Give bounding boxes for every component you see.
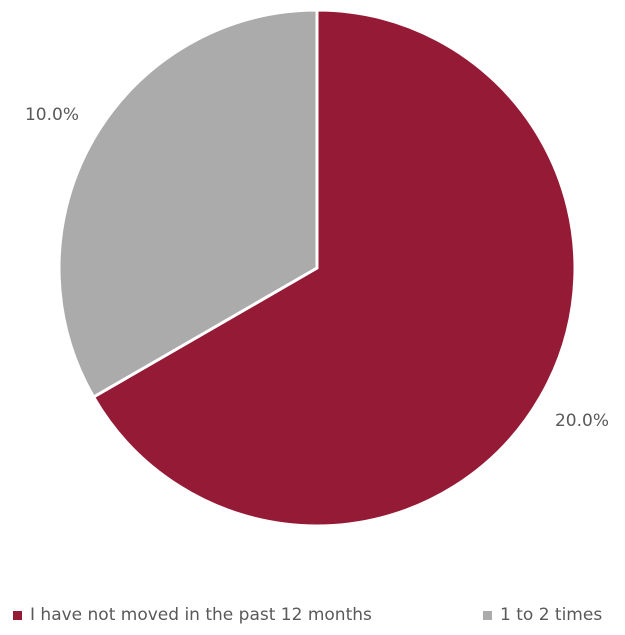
legend: I have not moved in the past 12 months 1…	[0, 605, 625, 635]
legend-swatch-1-to-2-times	[483, 610, 492, 620]
legend-item-not-moved: I have not moved in the past 12 months	[13, 605, 372, 625]
pie-data-labels: 20.0% 10.0%	[25, 105, 609, 431]
legend-label-1-to-2-times: 1 to 2 times	[500, 605, 603, 625]
legend-item-1-to-2-times: 1 to 2 times	[483, 605, 602, 625]
data-label-not-moved: 20.0%	[555, 411, 609, 431]
pie-slice-not-moved	[92, 8, 577, 528]
legend-swatch-not-moved	[13, 610, 22, 620]
data-label-1-to-2-times: 10.0%	[25, 105, 79, 125]
pie-slice-1-to-2-times	[57, 8, 319, 399]
pie-slices	[57, 8, 577, 528]
legend-label-not-moved: I have not moved in the past 12 months	[30, 605, 372, 625]
